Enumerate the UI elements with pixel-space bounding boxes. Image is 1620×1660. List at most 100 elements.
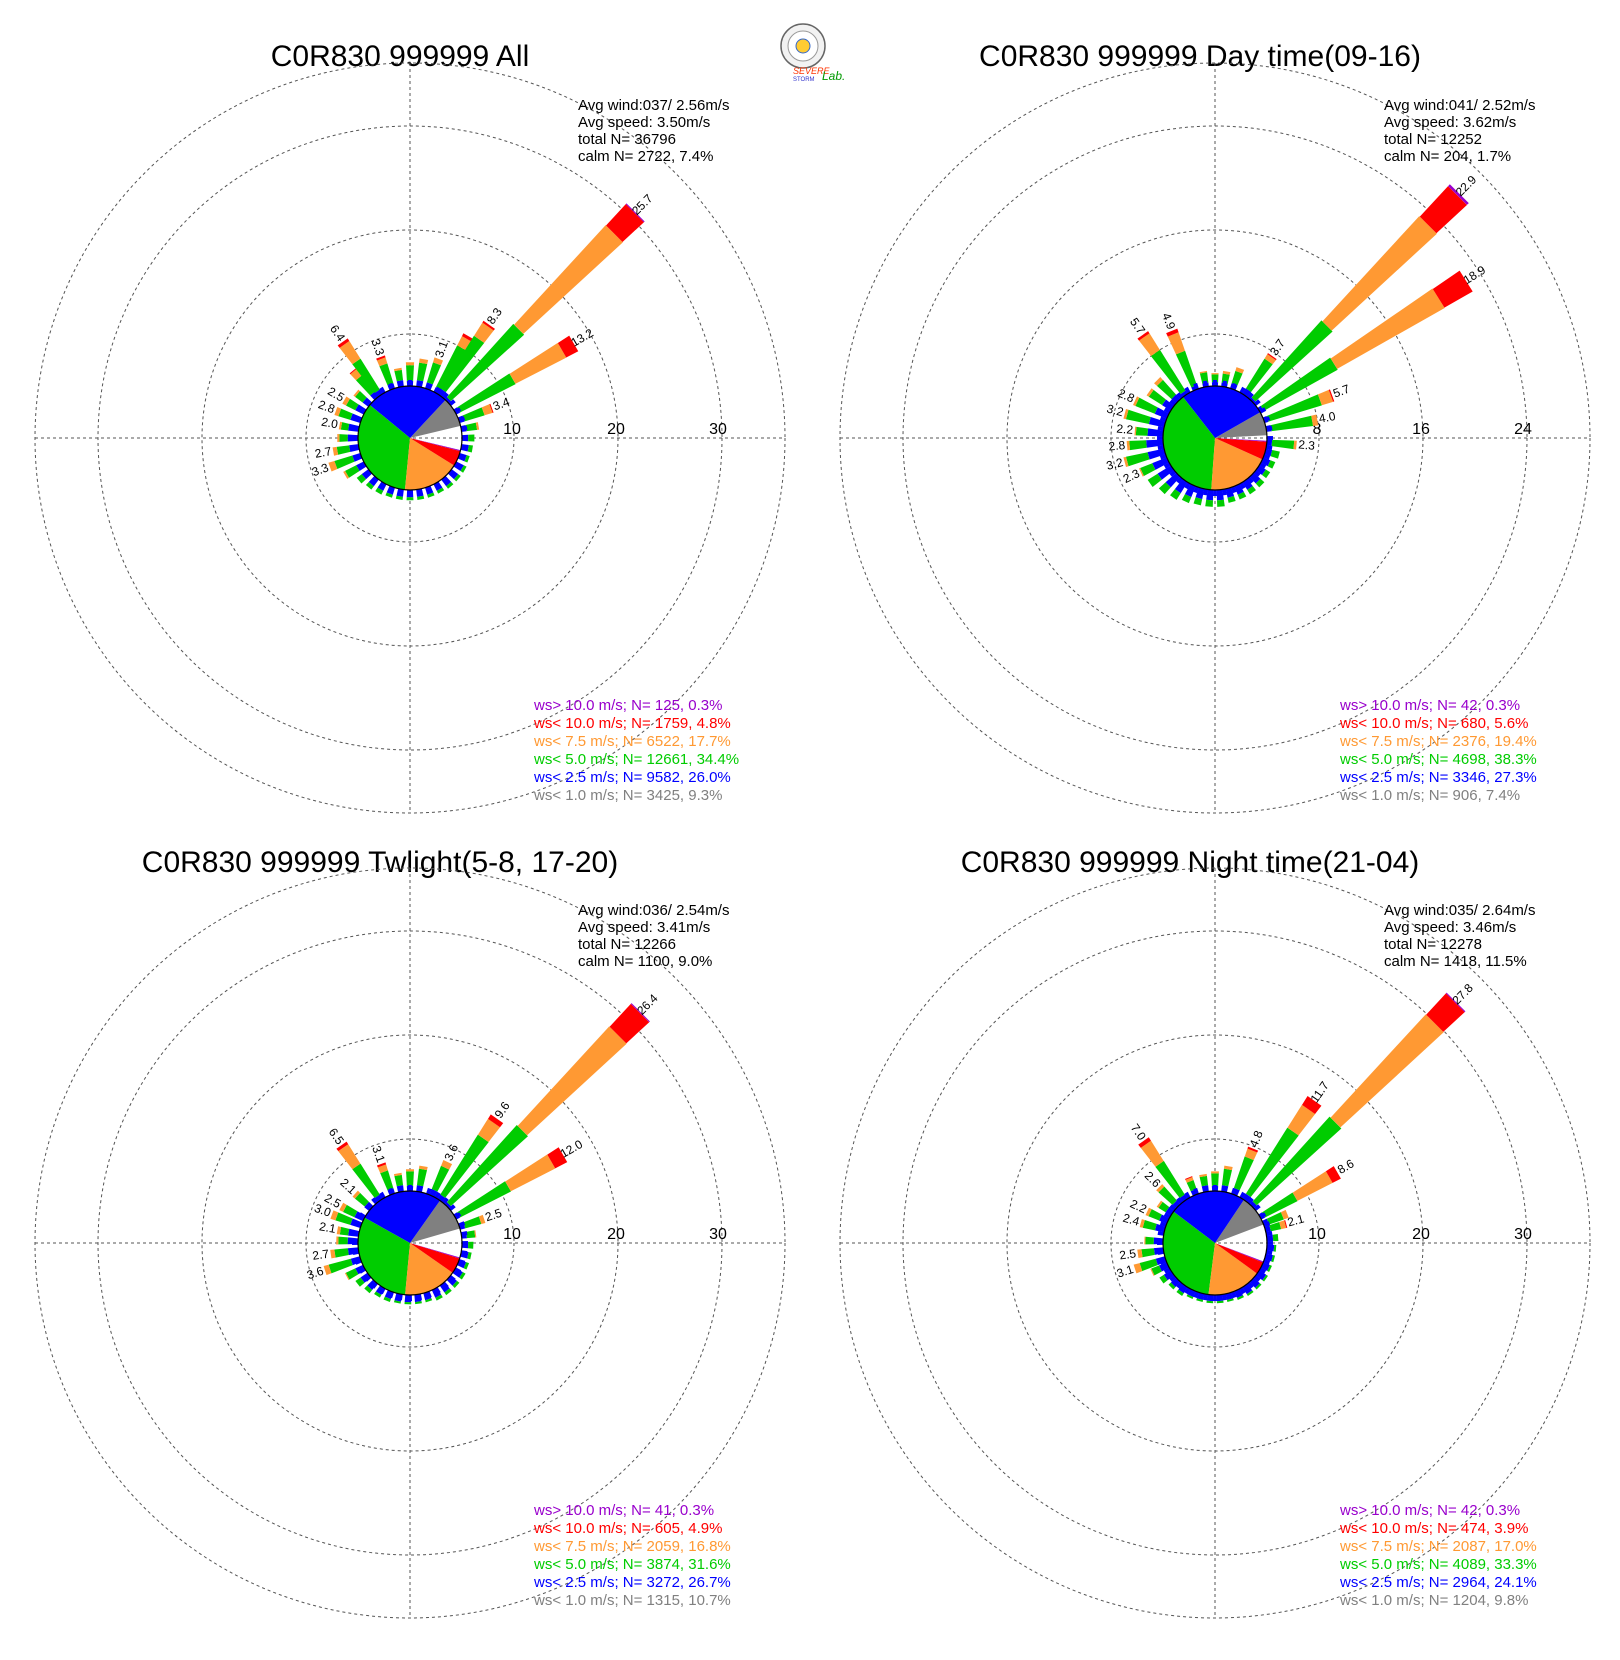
wind-bar-segment xyxy=(1185,1177,1194,1183)
wind-bar-segment xyxy=(1175,350,1197,388)
tick-mark xyxy=(364,399,372,406)
wind-bar-segment xyxy=(1419,186,1467,234)
wind-bar-segment xyxy=(1237,491,1247,500)
wind-bar-segment xyxy=(1199,1173,1207,1178)
wind-bar-segment xyxy=(1328,389,1335,402)
tick-mark xyxy=(1163,407,1171,414)
wind-rose-panel-twilight: C0R830 999999 Twlight(5-8, 17-20) 10 20 30 3… xyxy=(34,846,786,1619)
wind-rose-panel-night: C0R830 999999 Night time(21-04) 10 20 30 4.8… xyxy=(839,846,1591,1619)
wind-bar-segment xyxy=(1137,331,1150,341)
pie-slice-lt10 xyxy=(410,438,461,466)
wind-bar-segment xyxy=(517,1026,627,1136)
wind-bar-segment xyxy=(323,1264,332,1276)
legend-entry: ws> 10.0 m/s; N= 42, 0.3% xyxy=(1339,1502,1520,1519)
wind-bar-segment xyxy=(514,225,623,334)
wind-bar-segment xyxy=(334,406,342,417)
legend-entry: ws< 2.5 m/s; N= 3272, 26.7% xyxy=(533,1574,731,1591)
tick-mark xyxy=(1239,386,1246,394)
wind-bar-segment xyxy=(1264,1253,1274,1262)
wind-bar-segment xyxy=(394,1174,404,1187)
wind-bar-segment xyxy=(1139,1219,1145,1228)
tick-mark xyxy=(1176,392,1183,400)
pie-slice-gt10 xyxy=(410,1243,460,1259)
wind-bar-segment xyxy=(1255,465,1266,475)
sector-percent-label: 2.2 xyxy=(1128,1197,1149,1217)
wind-bar-segment xyxy=(1251,320,1333,402)
sector-percent-label: 2.1 xyxy=(1286,1211,1306,1229)
tick-mark xyxy=(434,1287,441,1295)
wind-bar-segment xyxy=(1325,1166,1341,1183)
wind-bar-segment xyxy=(1156,1184,1165,1193)
logo-text-lab: Lab. xyxy=(822,69,845,83)
wind-bar-segment xyxy=(1244,1148,1258,1161)
tick-mark xyxy=(1184,1191,1191,1199)
tick-mark xyxy=(397,1185,403,1193)
wind-bar-segment xyxy=(328,460,338,472)
stat-avg-wind: Avg wind:041/ 2.52m/s xyxy=(1384,97,1535,114)
wind-bar-segment xyxy=(1271,439,1295,450)
tick-mark xyxy=(1265,1230,1273,1236)
wind-bar-segment xyxy=(426,362,442,385)
tick-mark xyxy=(407,380,413,387)
wind-bar-segment xyxy=(1234,483,1244,495)
tick-mark xyxy=(1157,445,1165,451)
wind-bar-segment xyxy=(1266,394,1322,422)
wind-bar-segment xyxy=(1141,1248,1155,1258)
stat-total: total N= 12266 xyxy=(578,936,676,953)
wind-bar-segment xyxy=(1126,440,1131,451)
wind-bar-segment xyxy=(376,355,386,361)
wind-bar-segment xyxy=(478,1118,501,1143)
wind-bar-segment xyxy=(1165,472,1181,488)
legend-entry: ws< 1.0 m/s; N= 1204, 9.8% xyxy=(1339,1592,1528,1609)
wind-bar-segment xyxy=(1216,1300,1224,1304)
wind-bar-segment xyxy=(609,1003,650,1044)
tick-mark xyxy=(458,1259,466,1265)
pie-slice-lt1 xyxy=(1215,412,1267,438)
wind-bar-segment xyxy=(467,1252,472,1260)
tick-mark xyxy=(1212,380,1218,387)
ring-label: 20 xyxy=(607,421,625,438)
wind-bar-segment xyxy=(1135,426,1149,436)
tick-mark xyxy=(1163,1212,1171,1219)
wind-bar-segment xyxy=(419,358,429,365)
legend-entry: ws< 2.5 m/s; N= 3346, 27.3% xyxy=(1339,769,1537,786)
wind-bar-segment xyxy=(509,342,567,384)
wind-bar-segment xyxy=(1217,499,1225,507)
wind-bar-segment xyxy=(1148,416,1166,428)
wind-bar-segment xyxy=(1205,499,1213,507)
sector-percent-label: 3.1 xyxy=(1115,1262,1136,1281)
wind-bar-segment xyxy=(1284,1220,1288,1229)
tick-mark xyxy=(1176,1281,1183,1289)
wind-bar-segment xyxy=(1139,1258,1158,1272)
wind-bar-segment xyxy=(1448,184,1469,205)
wind-bar-segment xyxy=(444,1201,452,1209)
wind-bar-segment xyxy=(375,487,384,495)
wind-bar-segment xyxy=(336,1226,342,1235)
wind-bar-segment xyxy=(364,1285,373,1294)
tick-mark xyxy=(352,425,360,431)
legend-entry: ws< 5.0 m/s; N= 3874, 31.6% xyxy=(533,1556,731,1573)
chart-title: C0R830 999999 All xyxy=(271,40,530,73)
wind-bar-segment xyxy=(338,1236,348,1245)
sector-percent-label: 2.5 xyxy=(1119,1246,1138,1262)
wind-bar-segment xyxy=(345,1268,359,1280)
wind-bar-segment xyxy=(352,1163,380,1198)
ring-label: 20 xyxy=(1412,1226,1430,1243)
wind-bar-segment xyxy=(1255,478,1265,488)
pie-outline xyxy=(1162,1190,1268,1296)
tick-mark xyxy=(1239,1287,1246,1295)
wind-bar-segment xyxy=(1262,469,1271,479)
tick-mark xyxy=(1184,1287,1191,1295)
wind-bar-segment xyxy=(1145,1207,1152,1217)
tick-mark xyxy=(460,445,468,451)
tick-mark xyxy=(354,454,362,460)
tick-mark xyxy=(1266,1240,1273,1246)
wind-bar-segment xyxy=(1260,357,1338,411)
wind-bar-segment xyxy=(380,1170,394,1191)
tick-mark xyxy=(388,1187,394,1195)
tick-mark xyxy=(388,1291,394,1299)
wind-bar-segment xyxy=(1266,1244,1275,1252)
wind-bar-segment xyxy=(338,421,343,430)
wind-bar-segment xyxy=(332,446,339,456)
wind-bar-segment xyxy=(1157,465,1175,480)
